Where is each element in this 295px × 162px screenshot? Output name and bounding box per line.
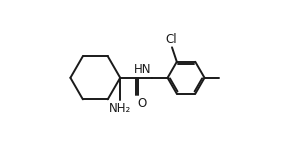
Text: Cl: Cl [165,33,177,46]
Text: HN: HN [134,63,152,76]
Text: NH₂: NH₂ [109,102,131,115]
Text: O: O [137,97,146,110]
